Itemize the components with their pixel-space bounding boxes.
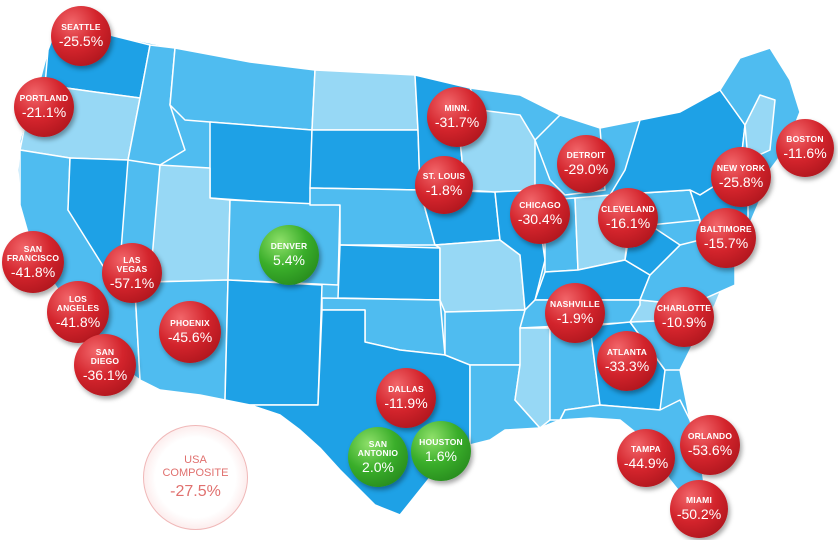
city-marker: PORTLAND -21.1%	[14, 77, 74, 137]
city-change: -41.8%	[10, 263, 56, 280]
city-marker: NEW YORK -25.8%	[711, 147, 771, 207]
city-name: HOUSTON	[419, 437, 463, 447]
city-marker: ORLANDO -53.6%	[680, 415, 740, 475]
city-marker: NASHVILLE -1.9%	[545, 283, 605, 343]
city-name: ORLANDO	[687, 431, 733, 441]
city-change: -16.1%	[605, 215, 651, 231]
city-name: PHOENIX	[170, 318, 210, 328]
state-north-dakota	[311, 69, 419, 131]
city-change: -36.1%	[82, 366, 128, 383]
city-name: ATLANTA	[606, 347, 648, 357]
city-marker: DENVER 5.4%	[259, 225, 319, 285]
city-marker: CLEVELAND -16.1%	[598, 188, 658, 248]
city-marker: SEATTLE -25.5%	[51, 6, 111, 66]
city-name: SAN ANTONIO	[357, 438, 399, 458]
city-change: -25.5%	[58, 33, 104, 49]
state-arkansas	[444, 309, 526, 366]
city-marker: MIAMI -50.2%	[670, 480, 728, 538]
city-name: SAN FRANCISCO	[6, 243, 60, 263]
state-missouri	[434, 239, 526, 313]
city-marker: SAN FRANCISCO -41.8%	[2, 231, 64, 293]
city-name: CHICAGO	[519, 200, 561, 210]
city-change: 5.4%	[273, 252, 305, 268]
city-marker: DALLAS -11.9%	[376, 368, 436, 428]
city-marker: HOUSTON 1.6%	[411, 421, 471, 481]
city-name: DETROIT	[566, 150, 606, 160]
city-marker: TAMPA -44.9%	[617, 429, 675, 487]
city-name: BALTIMORE	[700, 224, 752, 234]
city-change: -57.1%	[109, 274, 155, 291]
city-change: 1.6%	[425, 448, 457, 464]
city-marker: SAN ANTONIO 2.0%	[348, 427, 408, 487]
usa-composite-badge: USA COMPOSITE -27.5%	[143, 425, 248, 530]
city-name: TAMPA	[631, 444, 661, 454]
city-change: -21.1%	[21, 104, 67, 120]
city-name: DENVER	[270, 241, 308, 251]
city-name: SAN DIEGO	[90, 346, 120, 366]
city-name: CHARLOTTE	[656, 303, 712, 313]
city-name: PORTLAND	[19, 93, 69, 103]
city-change: -15.7%	[703, 235, 749, 251]
city-change: -41.8%	[55, 313, 101, 330]
state-south-dakota	[309, 129, 421, 191]
city-name: MINN.	[444, 103, 470, 113]
city-name: MIAMI	[685, 495, 713, 505]
city-marker: ATLANTA -33.3%	[597, 331, 657, 391]
city-name: LOS ANGELES	[56, 293, 100, 313]
city-change: -11.6%	[783, 145, 827, 161]
state-new-mexico	[224, 279, 323, 406]
composite-label: USA COMPOSITE	[162, 454, 229, 479]
state-kansas	[337, 244, 441, 301]
city-name: LAS VEGAS	[116, 254, 148, 274]
city-change: -50.2%	[676, 506, 722, 522]
city-change: -30.4%	[517, 211, 563, 227]
city-marker: SAN DIEGO -36.1%	[74, 334, 136, 396]
city-marker: PHOENIX -45.6%	[159, 301, 221, 363]
city-change: -44.9%	[623, 455, 669, 471]
city-marker: ST. LOUIS -1.8%	[415, 156, 473, 214]
city-marker: MINN. -31.7%	[427, 87, 487, 147]
city-change: -11.9%	[384, 395, 428, 411]
city-change: -45.6%	[167, 329, 213, 345]
state-montana	[169, 47, 316, 131]
city-name: SEATTLE	[61, 22, 101, 32]
city-change: -31.7%	[434, 114, 480, 130]
city-name: CLEVELAND	[601, 204, 655, 214]
city-change: -29.0%	[563, 161, 609, 177]
city-name: NEW YORK	[716, 163, 766, 173]
state-wyoming	[209, 121, 313, 206]
city-marker: LAS VEGAS -57.1%	[102, 243, 162, 303]
city-marker: BOSTON -11.6%	[776, 119, 834, 177]
city-change: -1.8%	[425, 182, 463, 198]
city-marker: LOS ANGELES -41.8%	[47, 281, 109, 343]
city-change: -53.6%	[687, 442, 733, 458]
city-marker: BALTIMORE -15.7%	[696, 208, 756, 268]
city-name: BOSTON	[786, 134, 824, 144]
city-name: DALLAS	[388, 384, 424, 394]
city-marker: DETROIT -29.0%	[557, 135, 615, 193]
city-change: -33.3%	[604, 358, 650, 374]
city-name: ST. LOUIS	[422, 171, 466, 181]
city-marker: CHICAGO -30.4%	[510, 184, 570, 244]
city-change: -10.9%	[661, 314, 707, 330]
city-name: NASHVILLE	[550, 299, 600, 309]
city-marker: CHARLOTTE -10.9%	[654, 287, 714, 347]
composite-value: -27.5%	[170, 483, 221, 500]
city-change: -1.9%	[556, 310, 594, 326]
city-change: -25.8%	[718, 174, 764, 190]
city-change: 2.0%	[362, 458, 394, 475]
